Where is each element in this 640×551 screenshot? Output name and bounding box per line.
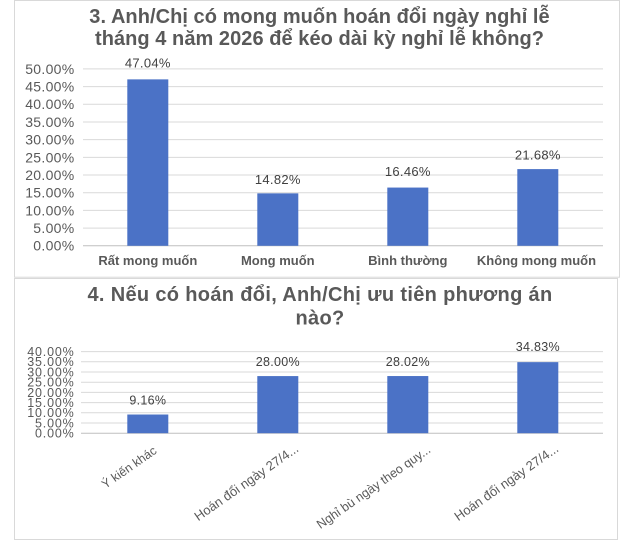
svg-text:45.00%: 45.00% xyxy=(25,78,74,94)
svg-text:30.00%: 30.00% xyxy=(27,365,74,379)
svg-text:25.00%: 25.00% xyxy=(25,149,74,165)
svg-text:25.00%: 25.00% xyxy=(27,376,74,390)
svg-text:35.00%: 35.00% xyxy=(27,355,74,369)
svg-text:nào?: nào? xyxy=(295,308,344,330)
svg-text:3. Anh/Chị có mong muốn hoán đ: 3. Anh/Chị có mong muốn hoán đổi ngày ng… xyxy=(89,4,549,28)
svg-text:20.00%: 20.00% xyxy=(27,386,74,400)
svg-text:28.02%: 28.02% xyxy=(386,355,430,369)
svg-text:20.00%: 20.00% xyxy=(25,167,74,183)
svg-text:10.00%: 10.00% xyxy=(25,202,74,218)
svg-text:Rất mong muốn: Rất mong muốn xyxy=(98,253,197,268)
svg-text:Không mong muốn: Không mong muốn xyxy=(477,253,596,268)
svg-text:Bình thường: Bình thường xyxy=(368,253,447,268)
svg-text:10.00%: 10.00% xyxy=(27,406,74,420)
svg-text:34.83%: 34.83% xyxy=(516,340,560,354)
svg-text:0.00%: 0.00% xyxy=(35,427,74,441)
svg-text:14.82%: 14.82% xyxy=(255,172,301,187)
svg-text:47.04%: 47.04% xyxy=(125,56,171,71)
svg-text:Mong muốn: Mong muốn xyxy=(241,253,315,268)
svg-text:9.16%: 9.16% xyxy=(129,394,166,408)
svg-text:5.00%: 5.00% xyxy=(33,220,74,236)
svg-text:0.00%: 0.00% xyxy=(33,238,74,254)
svg-text:40.00%: 40.00% xyxy=(27,345,74,359)
svg-text:5.00%: 5.00% xyxy=(35,416,74,430)
svg-text:21.68%: 21.68% xyxy=(515,148,561,163)
svg-text:50.00%: 50.00% xyxy=(25,61,74,77)
svg-text:15.00%: 15.00% xyxy=(25,185,74,201)
svg-text:16.46%: 16.46% xyxy=(385,164,431,179)
svg-text:28.00%: 28.00% xyxy=(256,355,300,369)
svg-text:15.00%: 15.00% xyxy=(27,396,74,410)
svg-text:4. Nếu có hoán đổi, Anh/Chị ưu: 4. Nếu có hoán đổi, Anh/Chị ưu tiên phươ… xyxy=(87,284,552,306)
svg-text:35.00%: 35.00% xyxy=(25,114,74,130)
svg-text:30.00%: 30.00% xyxy=(25,132,74,148)
svg-text:40.00%: 40.00% xyxy=(25,96,74,112)
svg-text:tháng 4 năm 2026 để kéo dài kỳ: tháng 4 năm 2026 để kéo dài kỳ nghỉ lễ k… xyxy=(95,26,544,50)
